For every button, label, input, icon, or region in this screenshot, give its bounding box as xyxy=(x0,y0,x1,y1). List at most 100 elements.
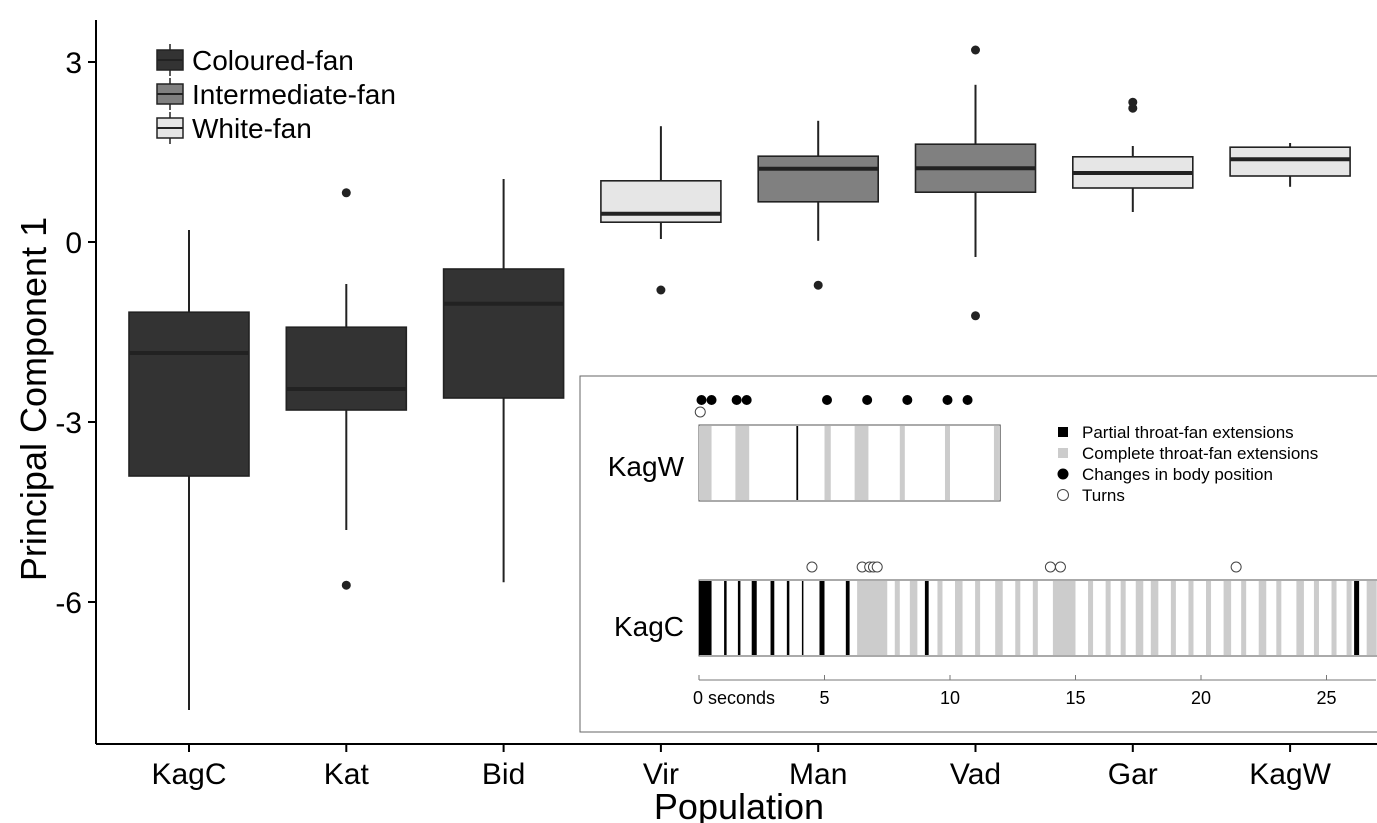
body-position-change-marker xyxy=(942,395,953,405)
body-position-change-marker xyxy=(902,395,913,405)
inset-tick-label: 0 seconds xyxy=(693,688,775,708)
box-bid xyxy=(442,179,565,583)
turn-marker xyxy=(806,561,818,573)
inset-time-axis: 0 seconds 5 10 15 20 25 xyxy=(693,675,1376,708)
body-position-change-marker xyxy=(696,395,707,405)
inset-legend-key xyxy=(1058,427,1068,437)
inset-tick-label: 15 xyxy=(1065,688,1085,708)
partial-extension-segment xyxy=(924,581,929,655)
inset-tick-label: 10 xyxy=(940,688,960,708)
complete-extension-segment xyxy=(1276,581,1282,655)
x-tick-label: KagC xyxy=(151,758,226,791)
box-iqr xyxy=(1229,146,1351,177)
complete-extension-segment xyxy=(899,426,905,500)
body-position-change-marker xyxy=(862,395,873,405)
complete-extension-segment xyxy=(1052,581,1076,655)
partial-extension-segment xyxy=(751,581,757,655)
outlier-point xyxy=(813,280,823,290)
box-kagc xyxy=(128,230,250,710)
box-iqr xyxy=(285,326,408,411)
complete-extension-segment xyxy=(1331,581,1337,655)
y-axis-label: Principal Component 1 xyxy=(13,217,54,581)
x-tick-label: Man xyxy=(789,758,847,791)
complete-extension-segment xyxy=(1346,581,1352,655)
complete-extension-segment xyxy=(993,426,999,500)
complete-extension-segment xyxy=(1313,581,1319,655)
complete-extension-segment xyxy=(1258,581,1267,655)
partial-extension-segment xyxy=(699,581,712,655)
complete-extension-segment xyxy=(1366,581,1377,655)
complete-extension-segment xyxy=(824,426,831,500)
complete-extension-segment xyxy=(857,581,888,655)
partial-extension-segment xyxy=(770,581,775,655)
x-tick-label: Bid xyxy=(482,758,525,791)
turn-marker xyxy=(694,406,706,418)
body-position-change-marker xyxy=(822,395,833,405)
inset-tracks: KagW KagC xyxy=(608,395,1377,657)
inset-legend-key xyxy=(1057,489,1069,501)
box-iqr xyxy=(757,155,880,203)
partial-extension-segment xyxy=(737,581,741,655)
inset-timeline-panel: KagW KagC 0 seconds 5 10 15 20 25 Partial thro… xyxy=(579,375,1377,733)
box-kat xyxy=(285,188,408,590)
partial-extension-segment xyxy=(796,426,799,500)
outlier-point xyxy=(971,45,980,55)
body-position-change-marker xyxy=(706,395,717,405)
outlier-point xyxy=(341,188,351,198)
inset-legend-label: Partial throat-fan extensions xyxy=(1082,423,1294,442)
inset-legend-label: Turns xyxy=(1082,486,1125,505)
complete-extension-segment xyxy=(894,581,900,655)
complete-extension-segment xyxy=(995,581,1003,655)
inset-legend-item-turns: Turns xyxy=(1057,486,1125,505)
box-man xyxy=(757,120,880,290)
x-tick-label: KagW xyxy=(1249,758,1331,791)
partial-extension-segment xyxy=(1354,581,1360,655)
inset-legend-label: Complete throat-fan extensions xyxy=(1082,444,1318,463)
partial-extension-segment xyxy=(801,581,804,655)
partial-extension-segment xyxy=(724,581,727,655)
complete-extension-segment xyxy=(854,426,869,500)
y-tick-label: 0 xyxy=(65,227,82,260)
y-tick-label: 3 xyxy=(65,47,82,80)
inset-legend-key xyxy=(1057,468,1069,480)
track-bar xyxy=(698,579,1377,657)
x-tick-label: Vir xyxy=(643,758,679,791)
legend-item-white-fan: White-fan xyxy=(156,112,312,144)
complete-extension-segment xyxy=(955,581,963,655)
complete-extension-segment xyxy=(1135,581,1144,655)
inset-tick-label: 25 xyxy=(1316,688,1336,708)
complete-extension-segment xyxy=(937,581,943,655)
track-kagc: KagC xyxy=(614,561,1377,657)
legend-label: Intermediate-fan xyxy=(192,79,396,110)
x-tick-label: Vad xyxy=(950,758,1001,791)
inset-legend-key xyxy=(1058,448,1068,458)
track-label: KagW xyxy=(608,451,685,482)
outlier-point xyxy=(971,311,980,321)
complete-extension-segment xyxy=(1241,581,1247,655)
legend-item-intermediate-fan: Intermediate-fan xyxy=(156,78,396,110)
box-kagw xyxy=(1229,143,1351,187)
box-iqr xyxy=(442,268,565,399)
x-axis-label: Population xyxy=(654,786,824,823)
box-iqr xyxy=(600,180,722,224)
complete-extension-segment xyxy=(944,426,950,500)
complete-extension-segment xyxy=(1206,581,1212,655)
main-plot-axes: 3 0 -3 -6 KagC Kat Bid Vir Man Vad Gar KagW xyxy=(55,20,1377,791)
complete-extension-segment xyxy=(1296,581,1304,655)
x-tick-label: Gar xyxy=(1108,758,1158,791)
outlier-point xyxy=(1128,103,1138,113)
inset-legend-item-changes-in-body-position: Changes in body position xyxy=(1057,465,1273,484)
body-position-change-marker xyxy=(962,395,973,405)
complete-extension-segment xyxy=(1170,581,1176,655)
box-iqr xyxy=(128,311,250,477)
box-vad xyxy=(914,45,1037,321)
box-gar xyxy=(1072,97,1194,212)
inset-legend-item-partial-throat-fan-extensions: Partial throat-fan extensions xyxy=(1058,423,1294,442)
complete-extension-segment xyxy=(699,426,712,500)
complete-extension-segment xyxy=(1032,581,1038,655)
complete-extension-segment xyxy=(1088,581,1094,655)
complete-extension-segment xyxy=(1015,581,1021,655)
complete-extension-segment xyxy=(1105,581,1111,655)
track-label: KagC xyxy=(614,611,684,642)
